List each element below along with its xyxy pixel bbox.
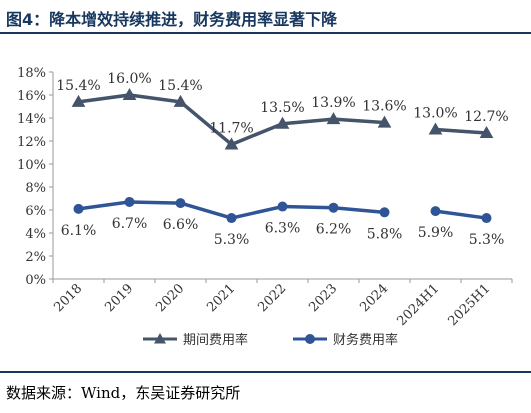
data-point-circle xyxy=(277,201,288,212)
data-point-triangle xyxy=(122,87,137,100)
source-note: 数据来源：Wind，东吴证券研究所 xyxy=(6,384,241,402)
x-tick-label: 2020 xyxy=(153,281,187,315)
chart-legend: 期间费用率 财务费用率 xyxy=(143,332,398,348)
x-tick-label: 2024 xyxy=(357,281,391,315)
x-tick-label: 2022 xyxy=(255,281,289,315)
data-point-circle xyxy=(430,206,441,217)
data-label: 5.3% xyxy=(469,232,505,248)
data-point-triangle xyxy=(428,122,443,135)
y-tick-label: 8% xyxy=(25,181,46,196)
x-tick-label: 2021 xyxy=(204,281,238,315)
data-point-circle xyxy=(379,207,390,218)
series-1: 15.4% 16.0% 15.4% 11.7% 13.5% 13.9% 13.6% 13.0%… xyxy=(56,71,509,150)
data-point-circle xyxy=(124,196,135,207)
y-tick-label: 4% xyxy=(25,227,46,242)
data-point-triangle xyxy=(377,115,392,128)
data-label: 6.6% xyxy=(163,217,199,233)
data-label: 12.7% xyxy=(464,109,508,125)
data-point-circle xyxy=(73,203,84,214)
legend-marker xyxy=(305,334,315,344)
y-tick-label: 10% xyxy=(17,158,46,173)
data-label: 6.2% xyxy=(316,222,352,238)
data-label: 6.7% xyxy=(112,216,148,232)
y-tick-label: 16% xyxy=(17,89,46,104)
y-tick-label: 6% xyxy=(25,204,46,219)
chart-series: 15.4% 16.0% 15.4% 11.7% 13.5% 13.9% 13.6% 13.0%… xyxy=(56,71,508,248)
series-2: 6.1% 6.7% 6.6% 5.3% 6.3% 6.2% 5.8% 5.9% 5.3% xyxy=(61,196,505,248)
data-label: 5.8% xyxy=(367,226,403,242)
data-label: 16.0% xyxy=(107,71,151,87)
y-tick-label: 0% xyxy=(25,273,46,288)
data-label: 5.9% xyxy=(418,225,454,241)
x-tick-label: 2025H1 xyxy=(445,281,493,329)
x-tick-label: 2018 xyxy=(51,281,85,315)
title-divider xyxy=(0,32,531,34)
footer-divider xyxy=(0,371,531,373)
data-point-triangle xyxy=(326,112,341,125)
x-tick-label: 2024H1 xyxy=(394,281,442,329)
data-label: 15.4% xyxy=(158,78,202,94)
data-point-triangle xyxy=(71,94,86,107)
data-label: 15.4% xyxy=(56,78,100,94)
line-chart: 0% 2% 4% 6% 8% 10% 12% 14% 16% 18% 2018 2019 2020 202… xyxy=(17,66,513,348)
data-label: 6.3% xyxy=(265,221,301,237)
y-tick-label: 12% xyxy=(17,135,46,150)
data-point-circle xyxy=(175,198,186,209)
data-label: 13.0% xyxy=(413,106,457,122)
chart-title: 图4：降本增效持续推进，财务费用率显著下降 xyxy=(6,10,338,29)
y-tick-label: 18% xyxy=(17,66,46,81)
data-label: 13.6% xyxy=(362,99,406,115)
data-point-triangle xyxy=(224,137,239,150)
legend-label: 期间费用率 xyxy=(183,332,248,348)
legend-marker xyxy=(154,333,166,344)
data-label: 13.5% xyxy=(260,100,304,116)
data-label: 5.3% xyxy=(214,232,250,248)
y-tick-label: 2% xyxy=(25,250,46,265)
data-point-circle xyxy=(328,202,339,213)
data-point-triangle xyxy=(173,94,188,107)
series-line xyxy=(435,209,487,220)
x-tick-label: 2019 xyxy=(102,281,136,315)
data-label: 6.1% xyxy=(61,223,97,239)
data-point-circle xyxy=(226,213,237,224)
legend-label: 财务费用率 xyxy=(333,332,398,348)
data-point-circle xyxy=(481,213,492,224)
y-tick-label: 14% xyxy=(17,112,46,127)
data-point-triangle xyxy=(275,116,290,129)
series-line xyxy=(435,127,487,135)
data-point-triangle xyxy=(479,125,494,138)
data-label: 11.7% xyxy=(209,120,253,136)
data-label: 13.9% xyxy=(311,95,355,111)
x-tick-label: 2023 xyxy=(306,281,340,315)
